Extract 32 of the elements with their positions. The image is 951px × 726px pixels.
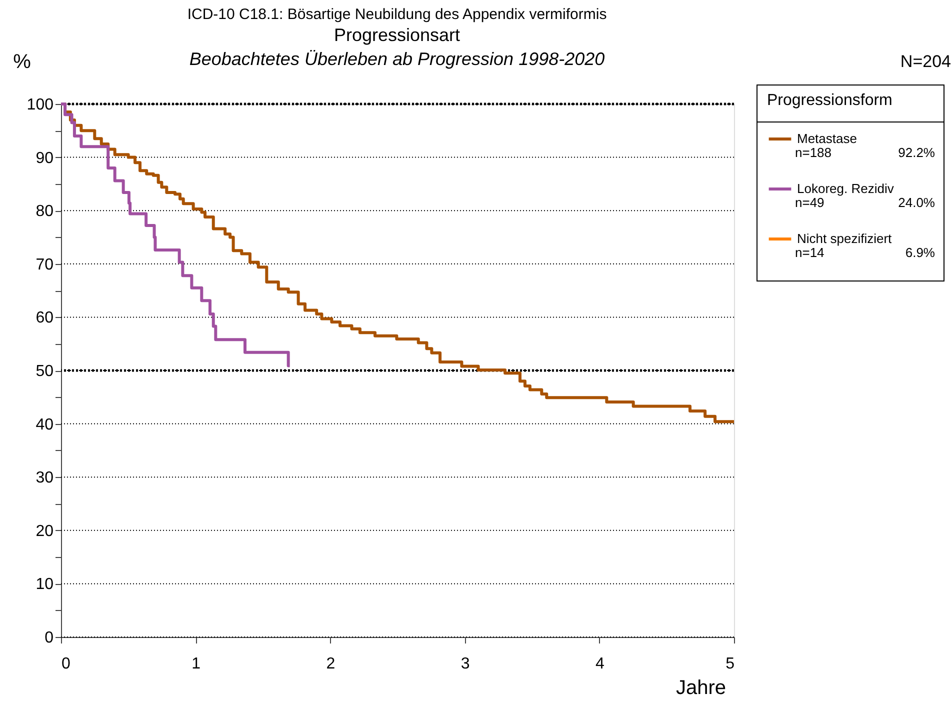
legend-title: Progressionsform bbox=[767, 92, 892, 109]
y-tick-label: 0 bbox=[44, 630, 54, 646]
chart-title: ICD-10 C18.1: Bösartige Neubildung des Appendix vermiformis Progressionsart bbox=[187, 6, 607, 45]
x-tick-label: 5 bbox=[726, 656, 735, 672]
y-tick-label: 40 bbox=[36, 416, 54, 434]
x-tick-label: 0 bbox=[62, 656, 70, 672]
y-tick-label: 30 bbox=[36, 470, 54, 487]
legend-label: Metastase bbox=[797, 131, 857, 146]
x-tick-label: 1 bbox=[192, 656, 201, 672]
legend-label: Nicht spezifiziert bbox=[797, 231, 892, 246]
y-tick-label: 100 bbox=[26, 96, 54, 114]
chart-subtitle: Beobachtetes Überleben ab Progression 1998-2020 bbox=[189, 49, 605, 69]
y-tick-label: 50 bbox=[36, 363, 54, 380]
text: n=188 bbox=[795, 145, 832, 160]
y-tick-label: 60 bbox=[36, 310, 54, 327]
text: n=14 bbox=[795, 245, 824, 260]
text: n=49 bbox=[795, 195, 824, 210]
x-tick-label: 4 bbox=[595, 656, 604, 672]
y-tick-label: 70 bbox=[36, 256, 54, 274]
y-tick-label: 80 bbox=[36, 203, 54, 220]
y-tick-label: 10 bbox=[36, 576, 54, 594]
text: 24.0% bbox=[898, 195, 936, 210]
x-tick-label: 3 bbox=[460, 656, 470, 672]
text: 92.2% bbox=[898, 145, 936, 160]
text: N=204 bbox=[900, 52, 951, 71]
y-tick-label: 20 bbox=[36, 522, 54, 540]
x-tick-label: 2 bbox=[326, 656, 336, 672]
y-tick-label: 90 bbox=[36, 150, 54, 167]
y-axis-title: % bbox=[13, 51, 32, 73]
x-axis-title: Jahre bbox=[676, 677, 726, 699]
legend-label: Lokoreg. Rezidiv bbox=[797, 181, 894, 196]
text: 6.9% bbox=[905, 245, 936, 260]
